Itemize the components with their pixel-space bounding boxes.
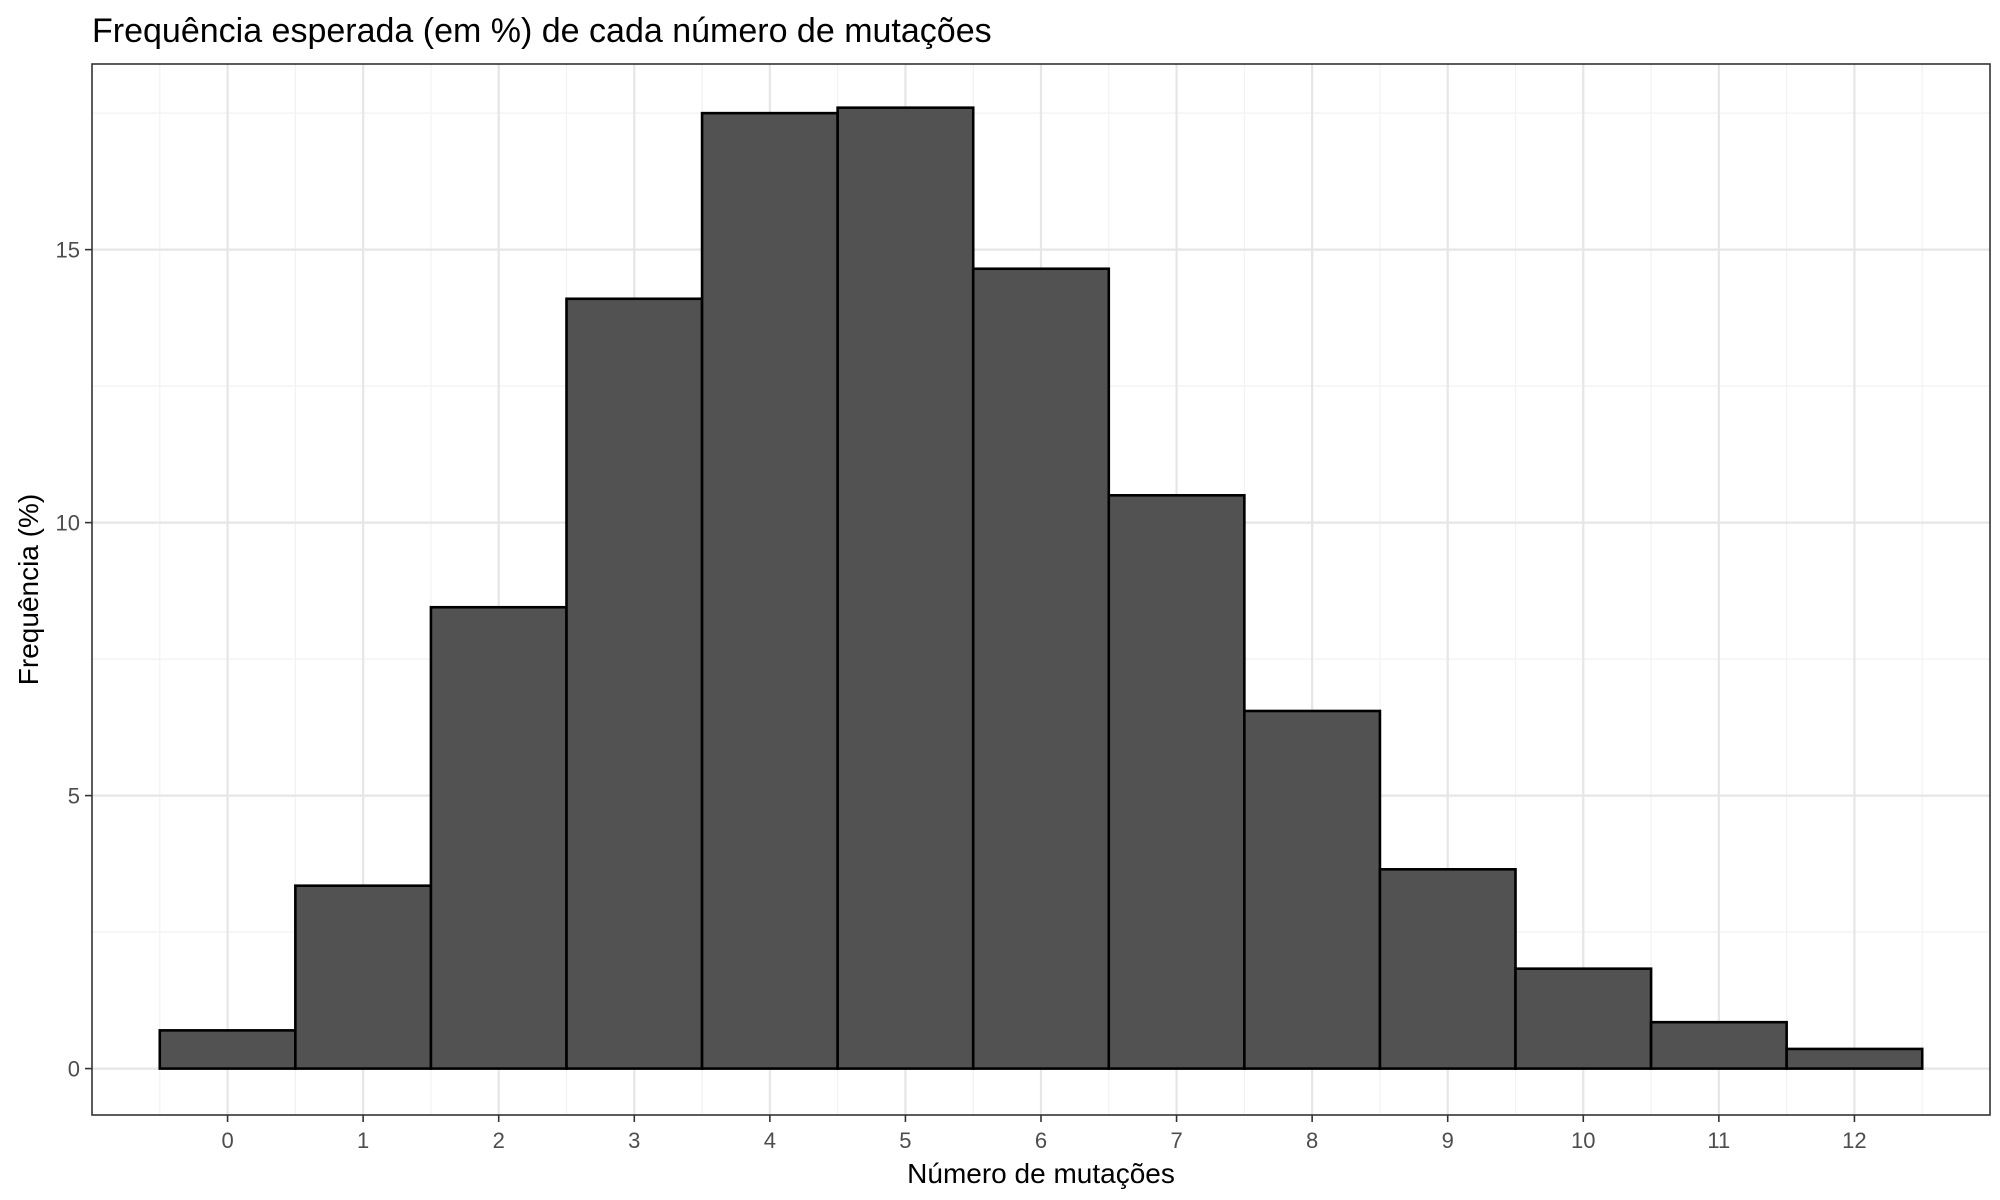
- y-tick-label: 15: [56, 238, 80, 263]
- histogram-bar: [158, 1029, 297, 1070]
- histogram-bar: [700, 111, 839, 1070]
- bars: [158, 106, 1924, 1070]
- histogram-bar: [1243, 709, 1382, 1070]
- x-tick-label: 12: [1842, 1128, 1866, 1153]
- histogram-bar: [294, 884, 433, 1070]
- x-tick-label: 9: [1442, 1128, 1454, 1153]
- x-tick-label: 5: [899, 1128, 911, 1153]
- x-axis-title: Número de mutações: [907, 1158, 1175, 1189]
- x-tick-label: 4: [764, 1128, 776, 1153]
- y-tick-label: 5: [68, 784, 80, 809]
- x-tick-label: 8: [1306, 1128, 1318, 1153]
- y-axis-title: Frequência (%): [13, 494, 44, 685]
- histogram-bar: [1378, 868, 1517, 1070]
- histogram-bar: [971, 267, 1111, 1070]
- x-tick-label: 11: [1707, 1128, 1730, 1153]
- histogram-bar: [1514, 967, 1653, 1070]
- x-tick-label: 10: [1571, 1128, 1595, 1153]
- x-tick-label: 3: [628, 1128, 640, 1153]
- x-tick-label: 0: [221, 1128, 233, 1153]
- y-axis-ticks: 0 5 10 15: [56, 238, 92, 1082]
- y-tick-label: 10: [56, 511, 80, 536]
- x-tick-label: 1: [357, 1128, 369, 1153]
- histogram-bar: [1649, 1020, 1788, 1070]
- x-tick-label: 6: [1035, 1128, 1047, 1153]
- histogram-bar: [565, 297, 704, 1070]
- x-tick-label: 7: [1170, 1128, 1182, 1153]
- x-axis-ticks: 0 1 2 3 4 5 6 7 8 9 10 11 12: [221, 1115, 1867, 1153]
- chart-title: Frequência esperada (em %) de cada númer…: [92, 12, 992, 50]
- histogram-bar: [1785, 1047, 1924, 1070]
- x-tick-label: 2: [493, 1128, 505, 1153]
- histogram-bar: [429, 605, 568, 1070]
- y-tick-label: 0: [68, 1057, 80, 1082]
- histogram-bar: [1107, 494, 1246, 1070]
- histogram-bar: [836, 106, 975, 1070]
